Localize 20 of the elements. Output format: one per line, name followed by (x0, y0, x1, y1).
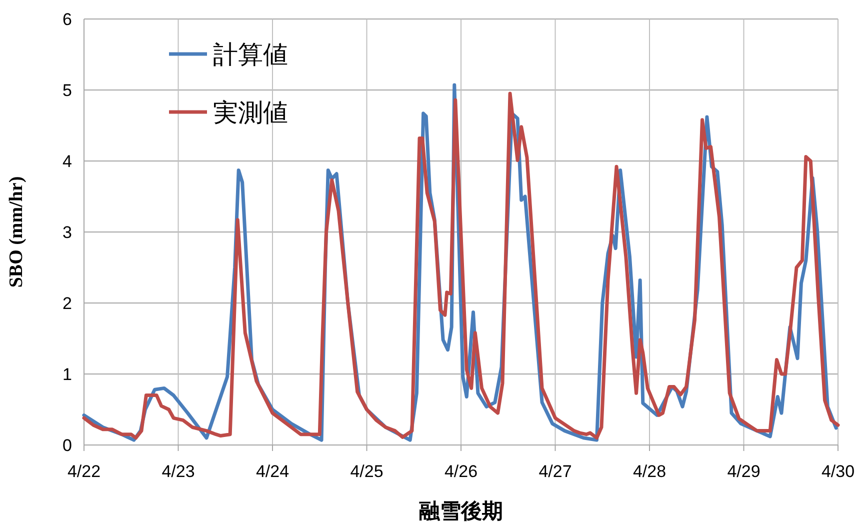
x-tick-label: 4/30 (821, 462, 855, 481)
y-tick-label: 5 (62, 81, 72, 100)
y-tick-label: 2 (62, 294, 72, 313)
y-tick-label: 4 (62, 152, 72, 171)
y-tick-label: 3 (62, 223, 72, 242)
legend-label: 計算値 (213, 41, 288, 69)
y-tick-label: 6 (62, 10, 72, 29)
y-tick-label: 0 (62, 436, 72, 455)
y-tick-label: 1 (62, 365, 72, 384)
legend-label: 実測値 (213, 99, 288, 127)
x-tick-label: 4/22 (67, 462, 101, 481)
x-axis-title: 融雪後期 (419, 500, 503, 523)
x-tick-label: 4/27 (538, 462, 572, 481)
x-tick-label: 4/29 (727, 462, 760, 481)
y-axis-title: SBO (mm/hr) (6, 176, 27, 288)
x-tick-label: 4/24 (256, 462, 290, 481)
x-tick-label: 4/25 (350, 462, 384, 481)
x-tick-label: 4/26 (444, 462, 478, 481)
x-tick-label: 4/23 (162, 462, 195, 481)
x-tick-label: 4/28 (632, 462, 666, 481)
